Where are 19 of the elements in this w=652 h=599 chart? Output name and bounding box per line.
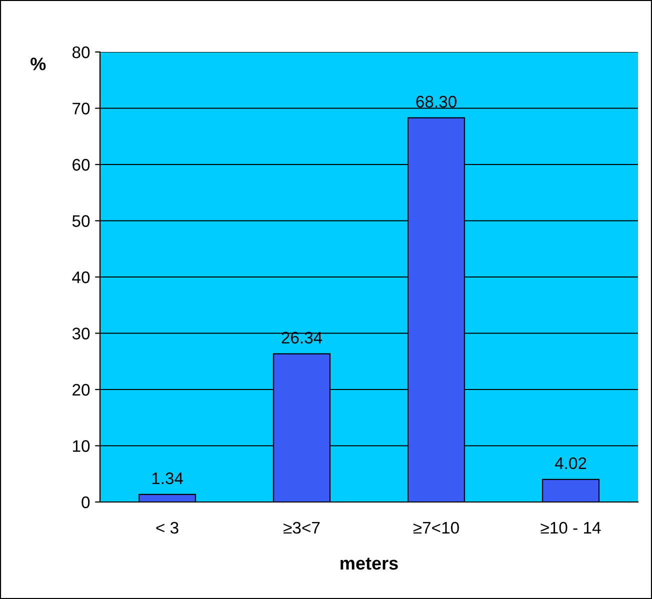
y-axis-title: % (30, 58, 46, 70)
x-tick-label: < 3 (156, 522, 178, 534)
y-tick-label: 80 (72, 46, 90, 58)
y-tick-label: 40 (72, 271, 90, 284)
y-tick-label: 50 (72, 215, 90, 227)
data-label: 26.34 (282, 332, 322, 344)
x-tick-label: ≥3<7 (284, 522, 320, 534)
x-tick-label: ≥10 - 14 (540, 522, 601, 534)
data-label: 4.02 (554, 457, 586, 470)
data-label: 68.30 (416, 96, 456, 108)
y-tick-label: 10 (73, 440, 90, 452)
y-tick-label: 30 (72, 328, 90, 340)
y-tick-label: 60 (72, 158, 90, 171)
x-axis-title: meters (340, 558, 398, 570)
data-label: 1.34 (152, 472, 183, 484)
x-tick-label: ≥7<10 (413, 522, 459, 534)
y-tick-label: 0 (82, 496, 90, 508)
y-tick-label: 20 (72, 384, 90, 396)
y-tick-label: 70 (72, 102, 90, 114)
